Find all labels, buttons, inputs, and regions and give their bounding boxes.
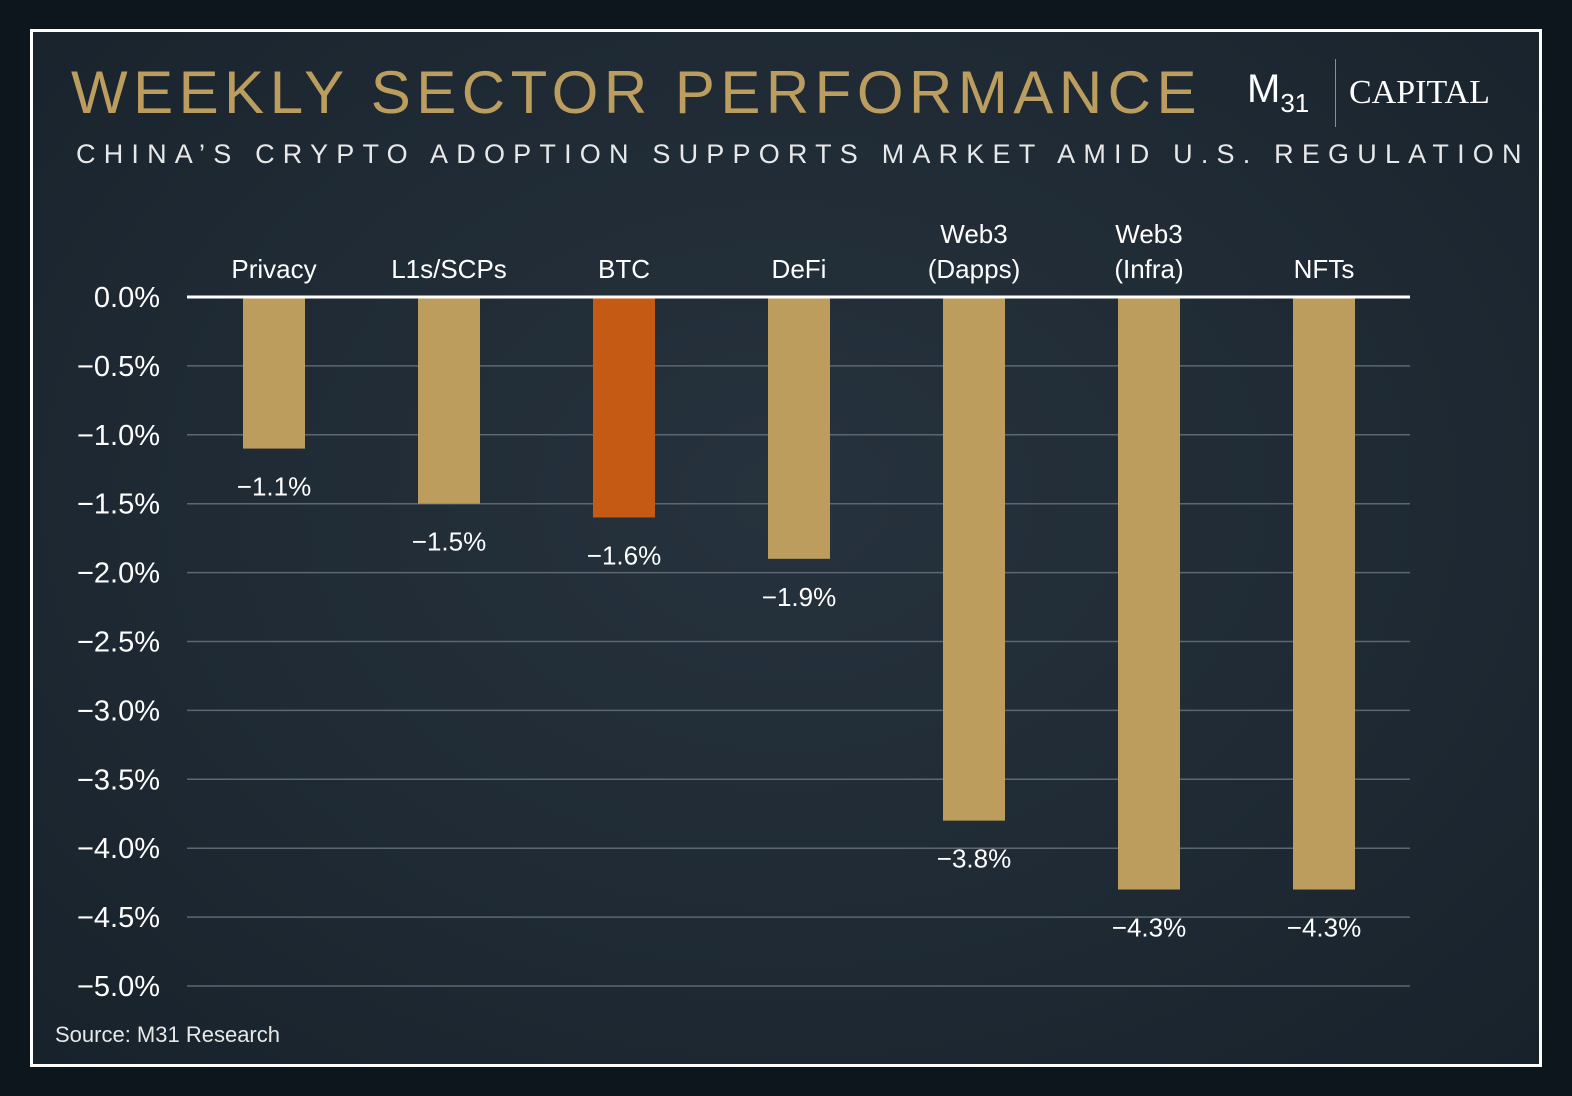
bar-4 xyxy=(943,297,1005,821)
y-tick-label: −5.0% xyxy=(77,971,160,1003)
category-label: Web3 xyxy=(1115,219,1182,249)
data-label: −4.3% xyxy=(1112,913,1186,943)
data-label: −1.1% xyxy=(237,472,311,502)
logo-m: M xyxy=(1247,67,1281,111)
category-label: BTC xyxy=(598,254,650,284)
y-tick-label: −1.5% xyxy=(77,489,160,521)
logo-31: 31 xyxy=(1280,88,1310,118)
y-tick-label: 0.0% xyxy=(94,282,160,314)
y-tick-label: −2.5% xyxy=(77,627,160,659)
logo-capital: CAPITAL xyxy=(1349,74,1490,111)
bar-0 xyxy=(243,297,305,449)
y-tick-label: −4.0% xyxy=(77,833,160,865)
bar-5 xyxy=(1118,297,1180,890)
category-label: Web3 xyxy=(940,219,1007,249)
data-label: −1.5% xyxy=(412,527,486,557)
logo-m31: M31 xyxy=(1247,67,1309,119)
y-tick-label: −2.0% xyxy=(77,558,160,590)
data-label: −1.9% xyxy=(762,582,836,612)
bar-2 xyxy=(593,297,655,518)
bar-6 xyxy=(1293,297,1355,890)
y-tick-label: −3.5% xyxy=(77,764,160,796)
y-tick-label: −0.5% xyxy=(77,351,160,383)
category-label: NFTs xyxy=(1294,254,1355,284)
chart-subtitle: CHINA’S CRYPTO ADOPTION SUPPORTS MARKET … xyxy=(76,139,1530,169)
bar-3 xyxy=(768,297,830,559)
source-note: Source: M31 Research xyxy=(55,1022,280,1047)
y-tick-label: −1.0% xyxy=(77,420,160,452)
chart-title: WEEKLY SECTOR PERFORMANCE xyxy=(71,59,1203,126)
data-label: −3.8% xyxy=(937,844,1011,874)
data-label: −4.3% xyxy=(1287,913,1361,943)
data-label: −1.6% xyxy=(587,540,661,570)
category-label: DeFi xyxy=(772,254,827,284)
category-label: (Dapps) xyxy=(928,254,1020,284)
y-tick-label: −3.0% xyxy=(77,695,160,727)
category-label: L1s/SCPs xyxy=(391,254,507,284)
y-tick-label: −4.5% xyxy=(77,902,160,934)
category-label: (Infra) xyxy=(1114,254,1183,284)
m31-capital-logo: M31 CAPITAL xyxy=(1247,59,1507,127)
chart-frame: WEEKLY SECTOR PERFORMANCE CHINA’S CRYPTO… xyxy=(30,29,1542,1067)
bar-1 xyxy=(418,297,480,504)
category-label: Privacy xyxy=(231,254,316,284)
logo-divider xyxy=(1335,59,1336,127)
